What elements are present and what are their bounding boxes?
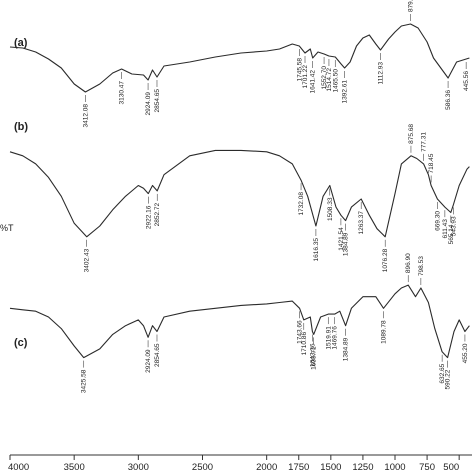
- x-tick-label: 3000: [128, 462, 149, 473]
- x-tick-label: 500: [443, 462, 459, 473]
- peak-label: 3412.08: [82, 104, 89, 128]
- peak-label: 3402.43: [84, 248, 91, 272]
- x-tick-label: 1250: [352, 462, 373, 473]
- peak-label: 1641.42: [310, 70, 317, 94]
- peak-label: 896.90: [405, 253, 412, 273]
- panel-label: (c): [14, 337, 28, 349]
- peak-label: 590.22: [445, 369, 452, 389]
- peak-label: 1508.33: [327, 197, 334, 221]
- spectrum-panel: (a) 3412.08 3130.47 2924.09 2854.65 1745.5817…: [9, 0, 470, 128]
- peak-label: 875.68: [408, 124, 415, 144]
- x-tick-label: 750: [419, 462, 435, 473]
- x-tick-label: 1000: [384, 462, 405, 473]
- peak-label: 1089.78: [381, 320, 388, 344]
- peak-label: 455.20: [462, 343, 469, 363]
- peak-label: 1743.66: [297, 320, 304, 344]
- x-tick-label: 3500: [64, 462, 85, 473]
- peak-label: 879.54: [408, 0, 415, 12]
- peak-label: 1519.91: [325, 326, 332, 350]
- peak-label: 2922.16: [145, 205, 152, 229]
- peak-label: 3130.47: [119, 81, 126, 105]
- x-tick-label: 1500: [320, 462, 341, 473]
- spectrum-line: [9, 149, 470, 238]
- peak-label: 669.30: [434, 211, 441, 231]
- peak-label: 586.36: [445, 90, 452, 110]
- peak-label: 632.65: [439, 363, 446, 383]
- peak-label: 1701.22: [302, 65, 309, 89]
- peak-label: 2924.09: [145, 349, 152, 373]
- spectrum-line: [9, 23, 470, 93]
- peak-label: 1745.58: [296, 58, 303, 82]
- peak-label: 1384.89: [343, 232, 350, 256]
- x-tick-label: 2000: [256, 462, 277, 473]
- peak-label: 1514.72: [326, 68, 333, 92]
- peak-label: 1469.76: [332, 326, 339, 350]
- spectrum-line: [9, 284, 470, 359]
- peak-label: 1643.36: [309, 343, 316, 367]
- peak-label: 1465.50: [332, 69, 339, 93]
- peak-label: 565.14: [448, 224, 455, 244]
- peak-label: 1392.61: [342, 80, 349, 104]
- panel-label: (b): [14, 121, 28, 133]
- peak-label: 2854.65: [154, 343, 161, 367]
- peak-label: 1263.37: [358, 211, 365, 235]
- peak-label: 1552.70: [321, 66, 328, 90]
- peak-label: 1076.28: [382, 248, 389, 272]
- peak-label: 543.93: [451, 216, 458, 236]
- x-tick-label: 2500: [192, 462, 213, 473]
- y-axis-label: %T: [0, 223, 14, 233]
- peak-label: 798.53: [418, 256, 425, 276]
- peak-label: 1732.08: [298, 192, 305, 216]
- peak-label: 1421.54: [338, 227, 345, 251]
- peak-label: 1112.93: [378, 62, 385, 85]
- x-axis: 4000 3500 3000 2500 2000 1750 1500 1250 1000 750 5…: [8, 454, 472, 473]
- peak-label: 2854.65: [154, 89, 161, 113]
- peak-label: 1384.89: [343, 337, 350, 361]
- peak-label: 2924.09: [145, 92, 152, 116]
- peak-label: 1710.86: [301, 332, 308, 356]
- x-tick-label: 4000: [8, 462, 29, 473]
- panel-label: (a): [14, 37, 28, 49]
- peak-label: 611.43: [442, 219, 449, 239]
- peak-label: 1633.71: [311, 346, 318, 370]
- peak-label: 445.56: [463, 71, 470, 91]
- peak-label: 777.31: [421, 132, 428, 152]
- x-tick-label: 1750: [288, 462, 309, 473]
- spectrum-panel: (b) 3402.43 2922.16 2852.72 1732.08 1616.35 15…: [9, 121, 470, 272]
- peak-label: 718.45: [428, 153, 435, 173]
- peak-label: 1616.35: [313, 238, 320, 262]
- peak-label: 2852.72: [154, 202, 161, 226]
- peak-label: 3425.58: [81, 369, 88, 393]
